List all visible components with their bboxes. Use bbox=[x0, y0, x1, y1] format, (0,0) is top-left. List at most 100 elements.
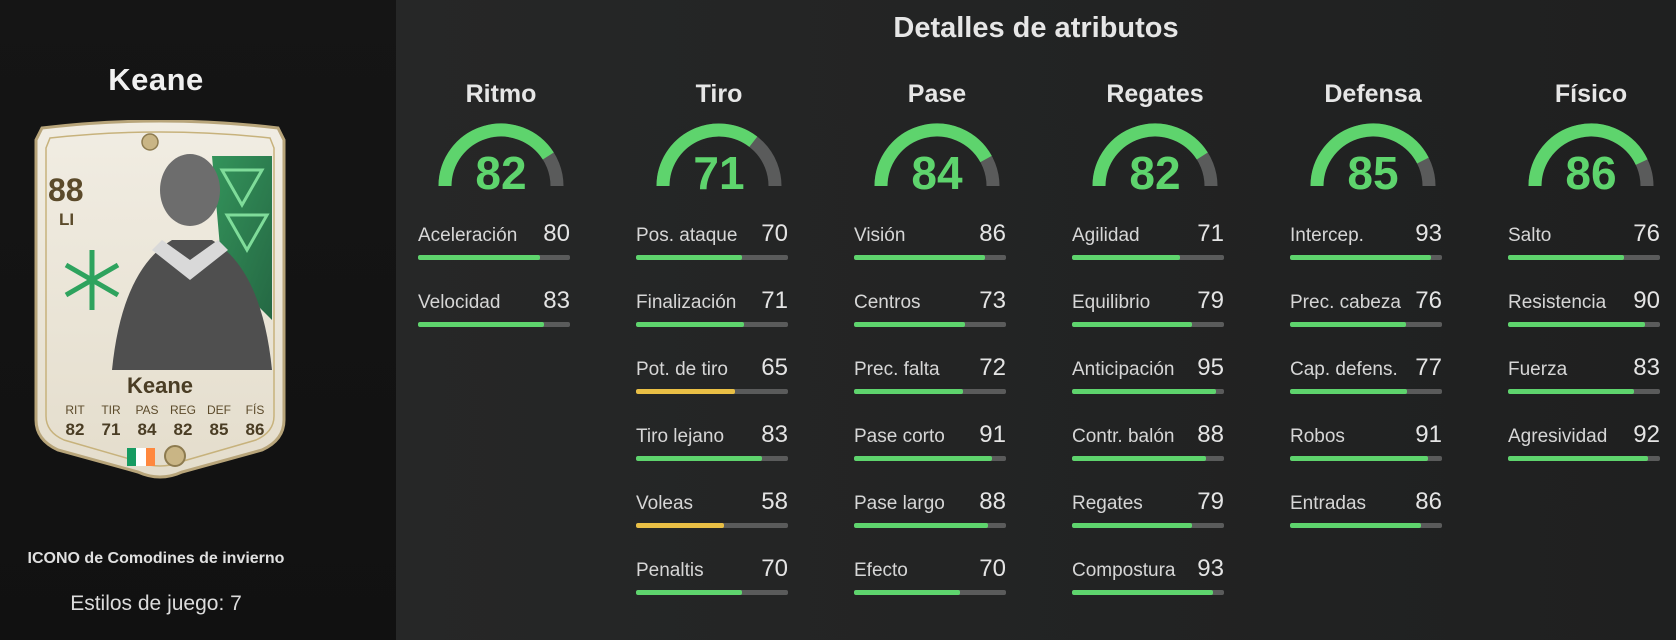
card-stats: RIT 82 TIR 71 PAS 84 REG 82 DEF 85 FÍS 86 bbox=[60, 403, 270, 440]
attribute-bar-fill bbox=[1290, 389, 1408, 394]
attribute-bar-fill bbox=[854, 255, 985, 260]
category-rating: 71 bbox=[693, 147, 745, 199]
card-stat: REG 82 bbox=[168, 403, 198, 440]
card-type-label: ICONO de Comodines de invierno bbox=[27, 550, 285, 567]
card-player-name: Keane bbox=[126, 373, 194, 398]
attribute-bar-fill bbox=[1072, 255, 1180, 260]
attribute-row: Visión 86 bbox=[854, 220, 1020, 290]
category-rating: 85 bbox=[1347, 147, 1399, 199]
snowflake-icon bbox=[64, 250, 120, 310]
attribute-bar bbox=[636, 322, 788, 327]
attribute-name: Pase largo bbox=[854, 493, 945, 514]
attribute-value: 71 bbox=[761, 287, 788, 314]
flag-stripe bbox=[145, 448, 155, 466]
card-position: LI bbox=[59, 210, 75, 229]
flag-stripe bbox=[136, 448, 146, 466]
attribute-bar-fill bbox=[636, 523, 725, 528]
card-stat-value: 82 bbox=[65, 420, 85, 439]
icon-badge-icon bbox=[164, 445, 186, 467]
attribute-bar-fill bbox=[1508, 389, 1635, 394]
category-title: Tiro bbox=[695, 80, 743, 108]
attribute-name: Agresividad bbox=[1508, 426, 1608, 447]
attribute-value: 88 bbox=[979, 488, 1006, 515]
attribute-name: Pase corto bbox=[854, 426, 945, 447]
gauge-fill bbox=[438, 123, 554, 187]
attribute-row: Anticipación 95 bbox=[1072, 354, 1238, 424]
attribute-bar-fill bbox=[418, 255, 540, 260]
attribute-row: Prec. falta 72 bbox=[854, 354, 1020, 424]
rating-gauge bbox=[438, 123, 564, 187]
attribute-value: 76 bbox=[1415, 287, 1442, 314]
attribute-bar-fill bbox=[1508, 322, 1645, 327]
attribute-value: 83 bbox=[1633, 354, 1660, 381]
attribute-name: Centros bbox=[854, 292, 921, 313]
attribute-name: Regates bbox=[1072, 493, 1143, 514]
attribute-bar-fill bbox=[854, 456, 993, 461]
attribute-name: Efecto bbox=[854, 560, 908, 581]
attribute-bar bbox=[1072, 255, 1224, 260]
attribute-row: Compostura 93 bbox=[1072, 555, 1238, 625]
attribute-bar-fill bbox=[418, 322, 545, 327]
flag-icon bbox=[127, 448, 155, 466]
attribute-bar bbox=[636, 255, 788, 260]
attribute-value: 86 bbox=[979, 220, 1006, 247]
attribute-bar bbox=[1290, 523, 1442, 528]
category-pase: Pase 84 Visión 86 Centros 73 Prec. falta 72 Pase… bbox=[854, 80, 1020, 595]
attribute-bar bbox=[1290, 255, 1442, 260]
attribute-bar bbox=[854, 523, 1006, 528]
attribute-value: 58 bbox=[761, 488, 788, 515]
attribute-row: Contr. balón 88 bbox=[1072, 421, 1238, 491]
attribute-row: Robos 91 bbox=[1290, 421, 1456, 491]
attribute-bar-fill bbox=[854, 322, 965, 327]
playstyles-count: Estilos de juego: 7 bbox=[70, 592, 242, 615]
attribute-bar bbox=[854, 590, 1006, 595]
attribute-row: Agresividad 92 bbox=[1508, 421, 1674, 491]
attribute-name: Pos. ataque bbox=[636, 225, 738, 246]
gauge-fill bbox=[1310, 123, 1429, 187]
category-rating: 86 bbox=[1565, 147, 1617, 199]
attribute-bar bbox=[1290, 322, 1442, 327]
attribute-value: 72 bbox=[979, 354, 1006, 381]
page-title: Detalles de atributos bbox=[893, 12, 1179, 44]
attribute-bar-fill bbox=[854, 523, 988, 528]
attribute-name: Equilibrio bbox=[1072, 292, 1151, 313]
card-stat-label: RIT bbox=[65, 403, 85, 417]
flag-stripe bbox=[127, 448, 137, 466]
attribute-row: Finalización 71 bbox=[636, 287, 802, 357]
attribute-bar bbox=[1508, 322, 1660, 327]
attribute-value: 93 bbox=[1415, 220, 1442, 247]
attribute-name: Tiro lejano bbox=[636, 426, 725, 447]
attribute-bar-fill bbox=[1072, 456, 1206, 461]
attribute-bar-fill bbox=[1290, 255, 1432, 260]
attribute-bar bbox=[1290, 389, 1442, 394]
card-rating: 88 bbox=[48, 172, 84, 208]
attribute-name: Salto bbox=[1508, 225, 1552, 246]
card-stat-value: 71 bbox=[101, 420, 121, 439]
attribute-name: Contr. balón bbox=[1072, 426, 1175, 447]
attribute-bar bbox=[1072, 523, 1224, 528]
attribute-bar bbox=[418, 322, 570, 327]
attribute-bar bbox=[1290, 456, 1442, 461]
attribute-value: 70 bbox=[761, 555, 788, 582]
attribute-row: Intercep. 93 bbox=[1290, 220, 1456, 290]
rating-gauge bbox=[1092, 123, 1218, 187]
category-defensa: Defensa 85 Intercep. 93 Prec. cabeza 76 Cap. d… bbox=[1290, 80, 1456, 528]
attribute-name: Pot. de tiro bbox=[636, 359, 728, 380]
attribute-bar-fill bbox=[1072, 523, 1193, 528]
card-stat: FÍS 86 bbox=[240, 403, 270, 440]
attribute-bar bbox=[1072, 590, 1224, 595]
category-tiro: Tiro 71 Pos. ataque 70 Finalización 71 Pot. de… bbox=[636, 80, 802, 595]
attribute-bar bbox=[1072, 456, 1224, 461]
attribute-row: Pos. ataque 70 bbox=[636, 220, 802, 290]
attribute-bar-fill bbox=[1290, 456, 1429, 461]
player-panel: Keane bbox=[0, 0, 396, 640]
attribute-bar-fill bbox=[1508, 456, 1648, 461]
rating-gauge bbox=[1528, 123, 1654, 187]
attribute-bar bbox=[854, 255, 1006, 260]
attribute-name: Voleas bbox=[636, 493, 694, 514]
player-card[interactable]: 88 LI Keane RIT 82 TIR 71 PAS 84 REG 82 DEF 85 FÍS… bbox=[22, 120, 298, 490]
card-stat-label: PAS bbox=[135, 403, 159, 417]
attribute-row: Fuerza 83 bbox=[1508, 354, 1674, 424]
attribute-row: Entradas 86 bbox=[1290, 488, 1456, 558]
attribute-value: 79 bbox=[1197, 287, 1224, 314]
